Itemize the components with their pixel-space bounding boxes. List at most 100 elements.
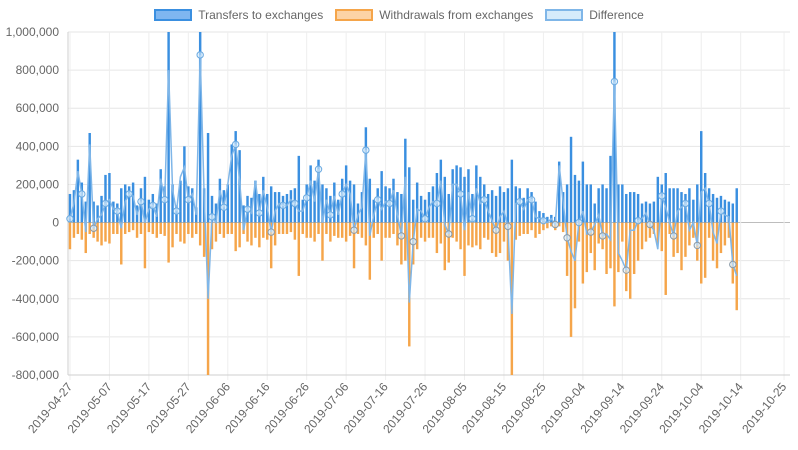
- point-difference: [575, 218, 583, 227]
- bar-withdrawals: [668, 222, 671, 234]
- bar-transfers: [281, 195, 285, 223]
- point-difference: [717, 207, 725, 215]
- bar-withdrawals: [309, 222, 312, 238]
- bar-transfers: [593, 203, 596, 223]
- bar-transfers: [356, 203, 360, 223]
- bar-withdrawals: [72, 222, 76, 238]
- bar-transfers: [652, 201, 656, 223]
- bar-transfers: [632, 192, 636, 223]
- point-difference: [504, 222, 512, 231]
- point-difference: [705, 199, 713, 208]
- bar-withdrawals: [577, 222, 581, 242]
- bar-withdrawals: [254, 222, 257, 238]
- legend-item-transfers[interactable]: Transfers to exchanges: [154, 6, 323, 24]
- bar-withdrawals: [123, 222, 127, 234]
- bar-withdrawals: [700, 222, 703, 284]
- bar-withdrawals: [680, 222, 683, 271]
- point-difference: [681, 199, 690, 208]
- bar-transfers: [585, 184, 589, 223]
- bar-withdrawals: [301, 222, 304, 234]
- point-difference: [243, 205, 252, 213]
- y-tick-label: 600,000: [16, 101, 60, 115]
- bar-transfers: [68, 193, 72, 223]
- point-difference: [587, 228, 595, 236]
- bar-withdrawals: [226, 222, 230, 234]
- point-difference: [669, 232, 678, 240]
- bar-transfers: [715, 197, 719, 223]
- bar-withdrawals: [68, 222, 72, 250]
- bar-transfers: [104, 174, 107, 223]
- point-difference: [516, 197, 524, 206]
- bar-transfers: [269, 186, 273, 223]
- bar-withdrawals: [404, 222, 407, 261]
- bar-withdrawals: [293, 222, 297, 240]
- bar-withdrawals: [388, 222, 391, 238]
- bar-transfers: [431, 186, 435, 223]
- bar-withdrawals: [131, 222, 135, 231]
- bar-withdrawals: [305, 222, 308, 238]
- bar-transfers: [76, 159, 80, 223]
- point-difference: [89, 224, 98, 232]
- bar-withdrawals: [692, 222, 695, 238]
- bar-transfers: [471, 193, 474, 223]
- bar-transfers: [273, 192, 277, 223]
- point-difference: [563, 234, 571, 242]
- bar-transfers: [120, 188, 123, 223]
- point-difference: [445, 230, 453, 238]
- bar-transfers: [530, 192, 533, 223]
- bar-transfers: [617, 184, 620, 223]
- bar-withdrawals: [238, 222, 241, 248]
- y-tick-label: 800,000: [16, 63, 60, 77]
- bar-withdrawals: [538, 222, 541, 234]
- bar-withdrawals: [277, 222, 281, 234]
- bar-withdrawals: [550, 222, 553, 227]
- point-difference: [231, 140, 240, 149]
- bar-withdrawals: [723, 222, 727, 246]
- bar-withdrawals: [423, 222, 427, 242]
- point-difference: [693, 241, 701, 250]
- bar-transfers: [621, 184, 624, 223]
- bar-transfers: [411, 199, 415, 223]
- bar-withdrawals: [116, 222, 119, 234]
- bar-transfers: [392, 178, 395, 223]
- bar-transfers: [277, 192, 281, 223]
- bar-withdrawals: [688, 222, 691, 246]
- point-difference: [267, 228, 275, 236]
- bar-transfers: [368, 178, 372, 223]
- bar-withdrawals: [609, 222, 612, 269]
- bar-transfers: [534, 201, 537, 223]
- bar-withdrawals: [344, 222, 348, 242]
- bar-transfers: [601, 184, 604, 223]
- y-tick-label: 1,000,000: [6, 25, 60, 39]
- bar-transfers: [692, 199, 695, 223]
- bar-withdrawals: [325, 222, 328, 234]
- legend-swatch-transfers: [154, 9, 193, 21]
- bar-withdrawals: [483, 222, 486, 238]
- bar-transfers: [305, 184, 308, 223]
- bar-transfers: [187, 186, 190, 223]
- bar-withdrawals: [447, 222, 450, 263]
- bar-withdrawals: [557, 222, 561, 227]
- bar-withdrawals: [195, 222, 198, 234]
- bar-withdrawals: [719, 222, 723, 254]
- bar-withdrawals: [88, 222, 91, 234]
- y-tick-label: 0: [52, 216, 59, 230]
- bar-withdrawals: [147, 222, 151, 233]
- bar-transfers: [672, 188, 675, 223]
- bar-transfers: [510, 159, 514, 223]
- bar-transfers: [143, 176, 147, 223]
- legend: Transfers to exchanges Withdrawals from …: [0, 6, 798, 24]
- bar-withdrawals: [151, 222, 155, 234]
- y-tick-label: 400,000: [16, 139, 60, 153]
- legend-item-withdrawals[interactable]: Withdrawals from exchanges: [335, 6, 533, 24]
- bar-transfers: [214, 203, 218, 223]
- bar-transfers: [226, 184, 230, 223]
- bar-transfers: [648, 203, 652, 223]
- point-difference: [551, 220, 559, 229]
- legend-item-difference[interactable]: Difference: [545, 6, 644, 24]
- bar-transfers: [396, 192, 399, 223]
- bar-withdrawals: [546, 222, 549, 229]
- bar-withdrawals: [684, 222, 687, 257]
- bar-withdrawals: [435, 222, 439, 254]
